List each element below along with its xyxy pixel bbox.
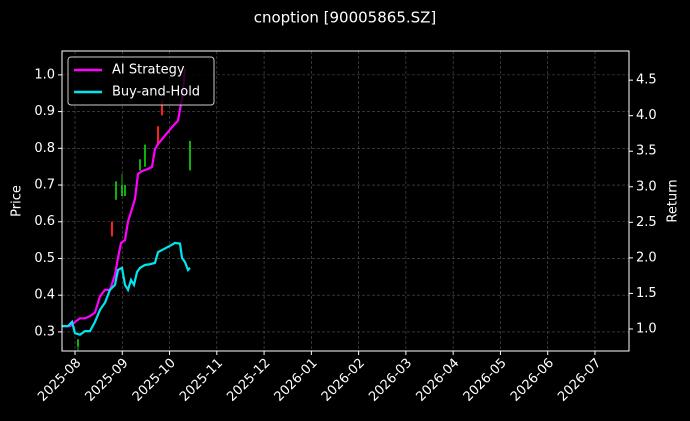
candle-body: [76, 339, 79, 347]
y-axis-label: Price: [10, 185, 25, 217]
candle-body: [189, 140, 192, 171]
y-tick-label: 1.0: [34, 67, 55, 82]
plot-frame: [61, 50, 630, 352]
legend-label: AI Strategy: [112, 63, 185, 78]
y-tick-label: 0.4: [34, 288, 55, 303]
chart-title: cnoption [90005865.SZ]: [254, 9, 437, 27]
y-tick-label: 0.9: [34, 104, 55, 119]
candle-body: [124, 185, 127, 197]
y-tick-label: 0.5: [34, 251, 55, 266]
legend-label: Buy-and-Hold: [112, 85, 200, 100]
y-tick-label: 0.6: [34, 214, 55, 229]
candle-body: [157, 126, 160, 145]
series-line: [62, 68, 187, 328]
legend-box: [67, 56, 215, 106]
candle-body: [138, 159, 141, 171]
candle-body: [120, 185, 123, 197]
y-tick-label: 0.8: [34, 141, 55, 156]
y-tick-label: 0.3: [34, 324, 55, 339]
y2-axis-label: Return: [666, 179, 681, 222]
y2-tick-label: 1.0: [636, 321, 657, 336]
y-tick-label: 0.7: [34, 178, 55, 193]
candle-body: [110, 221, 113, 237]
y2-tick-label: 4.5: [636, 73, 657, 88]
y2-tick-label: 4.0: [636, 108, 657, 123]
y2-tick-label: 1.5: [636, 286, 657, 301]
candle-body: [144, 144, 147, 167]
y2-tick-label: 3.5: [636, 144, 657, 159]
y2-tick-label: 3.0: [636, 179, 657, 194]
candle-body: [160, 100, 163, 116]
y2-tick-label: 2.5: [636, 215, 657, 230]
series-line: [62, 241, 191, 336]
candle-body: [114, 181, 117, 200]
y2-tick-label: 2.0: [636, 250, 657, 265]
